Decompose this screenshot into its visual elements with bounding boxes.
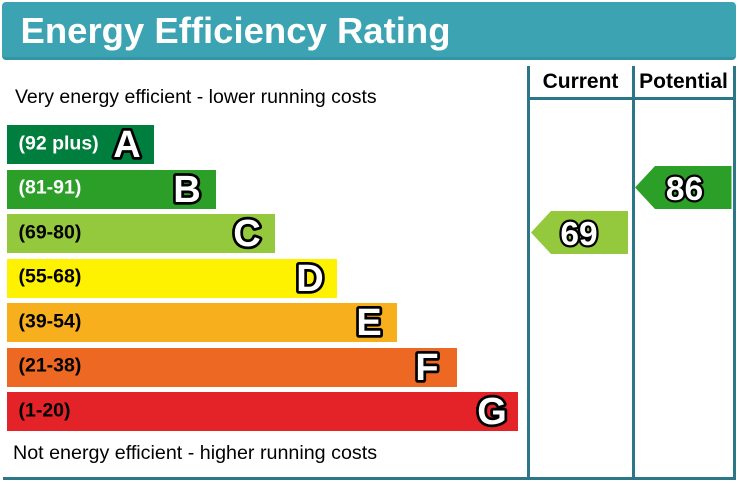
svg-text:B: B bbox=[173, 169, 200, 207]
svg-text:F: F bbox=[415, 347, 438, 385]
svg-text:A: A bbox=[113, 124, 140, 162]
svg-text:D: D bbox=[296, 258, 323, 296]
svg-text:G: G bbox=[477, 391, 507, 429]
svg-text:69: 69 bbox=[560, 216, 597, 253]
svg-text:E: E bbox=[356, 302, 381, 340]
svg-text:C: C bbox=[233, 213, 260, 251]
svg-text:86: 86 bbox=[665, 171, 702, 208]
